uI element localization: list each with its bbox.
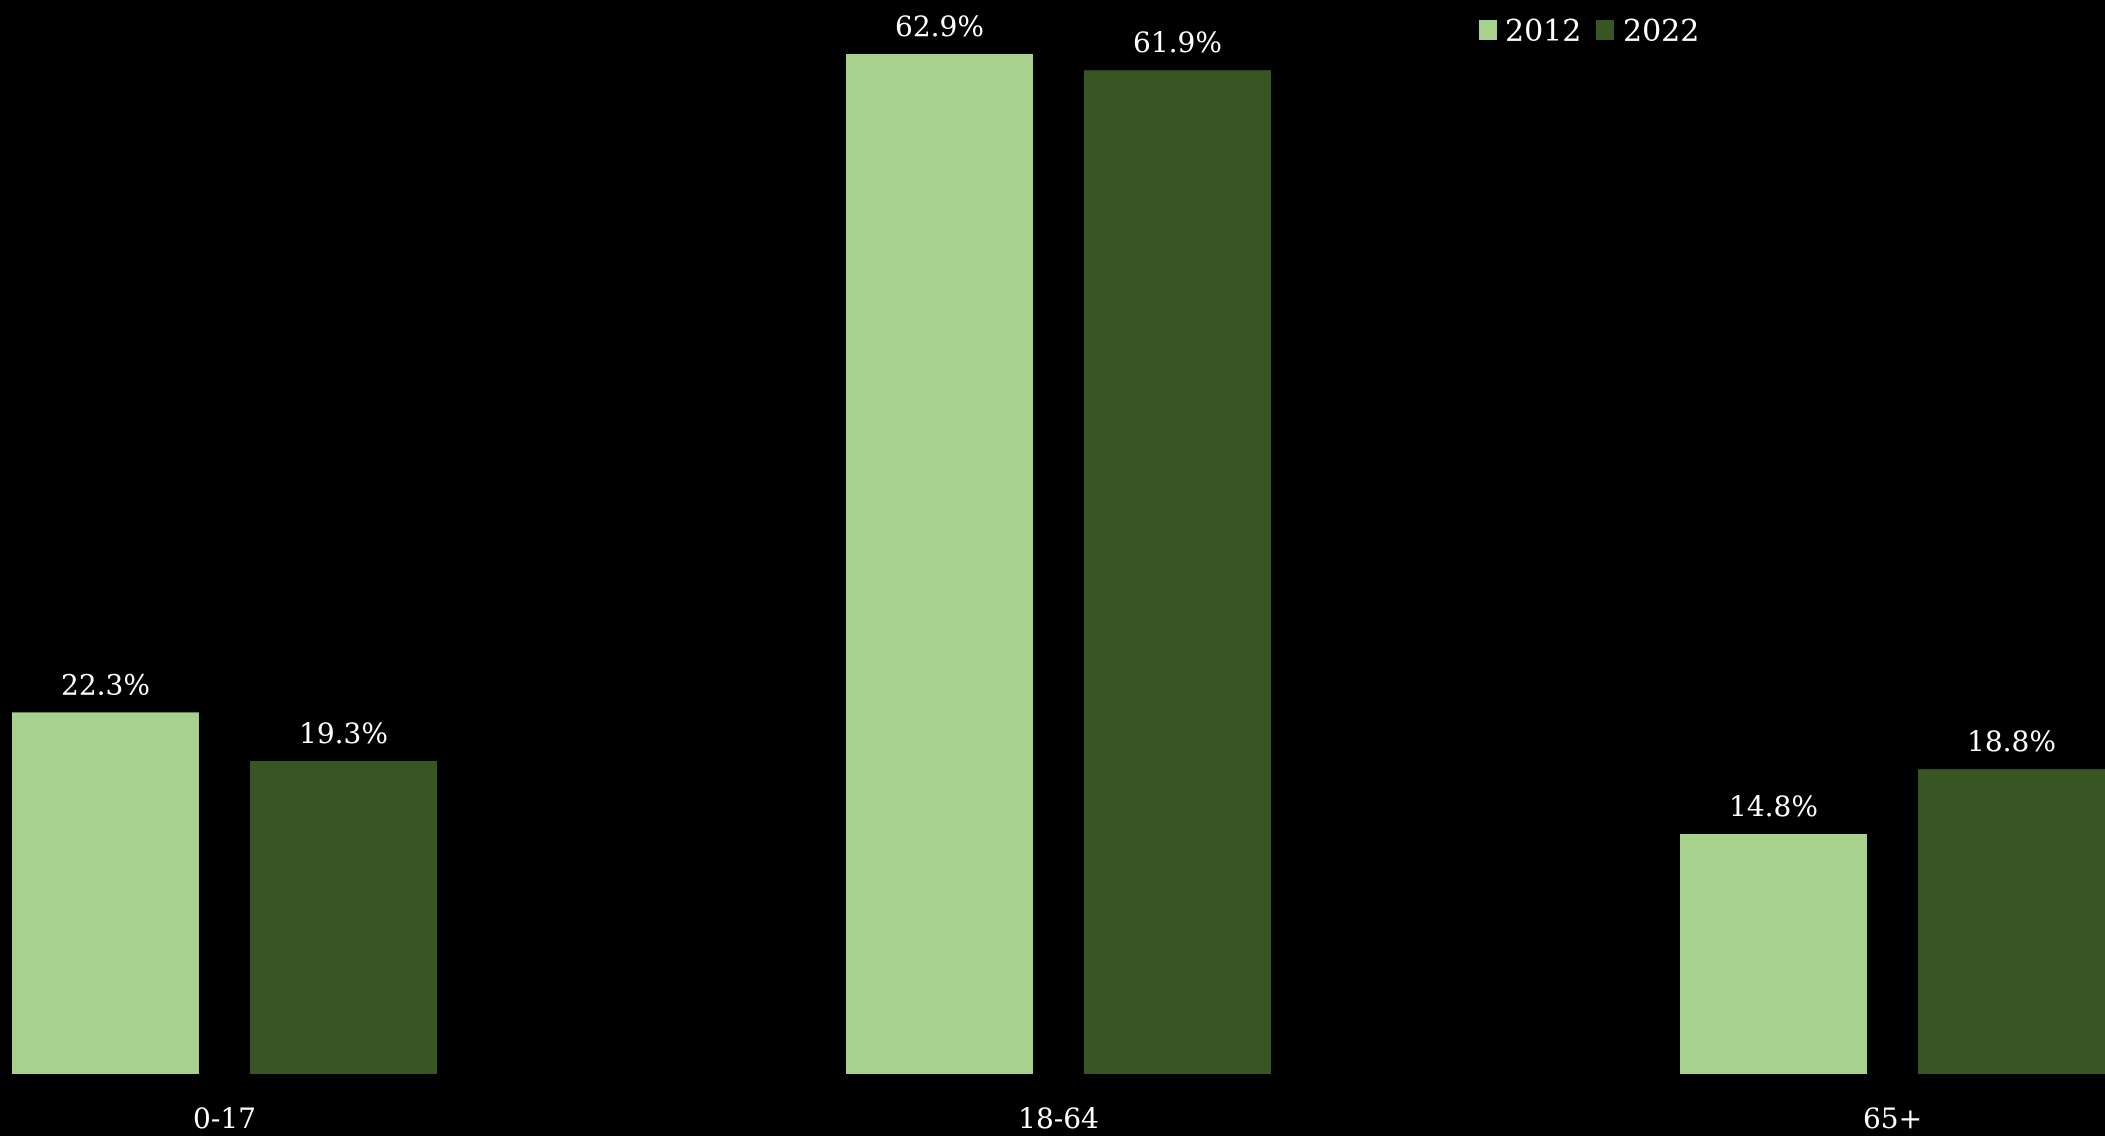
bar-2012-18-64 [846, 54, 1033, 1074]
data-label-2022-0-17: 19.3% [299, 717, 388, 750]
data-label-2022-18-64: 61.9% [1133, 26, 1222, 59]
data-label-2012-0-17: 22.3% [61, 668, 150, 701]
legend-label-2012: 2012 [1505, 14, 1581, 49]
data-label-2022-65: 18.8% [1967, 725, 2056, 758]
bar-2012-0-17 [12, 712, 199, 1074]
data-label-2012-18-64: 62.9% [895, 10, 984, 43]
bar-2022-18-64 [1084, 70, 1271, 1075]
bar-2022-0-17 [250, 761, 437, 1074]
x-tick-label-65: 65+ [1863, 1102, 1922, 1135]
data-label-2012-65: 14.8% [1729, 790, 1818, 823]
value-labels-layer: 22.3% 62.9% 14.8% 19.3% 61.9% 18.8% [61, 10, 2056, 823]
legend-label-2022: 2022 [1623, 14, 1699, 49]
legend-swatch-2022 [1596, 20, 1614, 40]
bars-layer [12, 54, 2105, 1075]
legend-swatch-2012 [1479, 20, 1497, 40]
x-tick-label-0-17: 0-17 [193, 1102, 256, 1135]
bar-2022-65 [1918, 769, 2105, 1074]
x-axis-tick-labels: 0-17 18-64 65+ [193, 1102, 1922, 1135]
legend: 2012 2022 [1479, 14, 1699, 49]
bar-2012-65 [1680, 834, 1867, 1074]
x-tick-label-18-64: 18-64 [1018, 1102, 1099, 1135]
